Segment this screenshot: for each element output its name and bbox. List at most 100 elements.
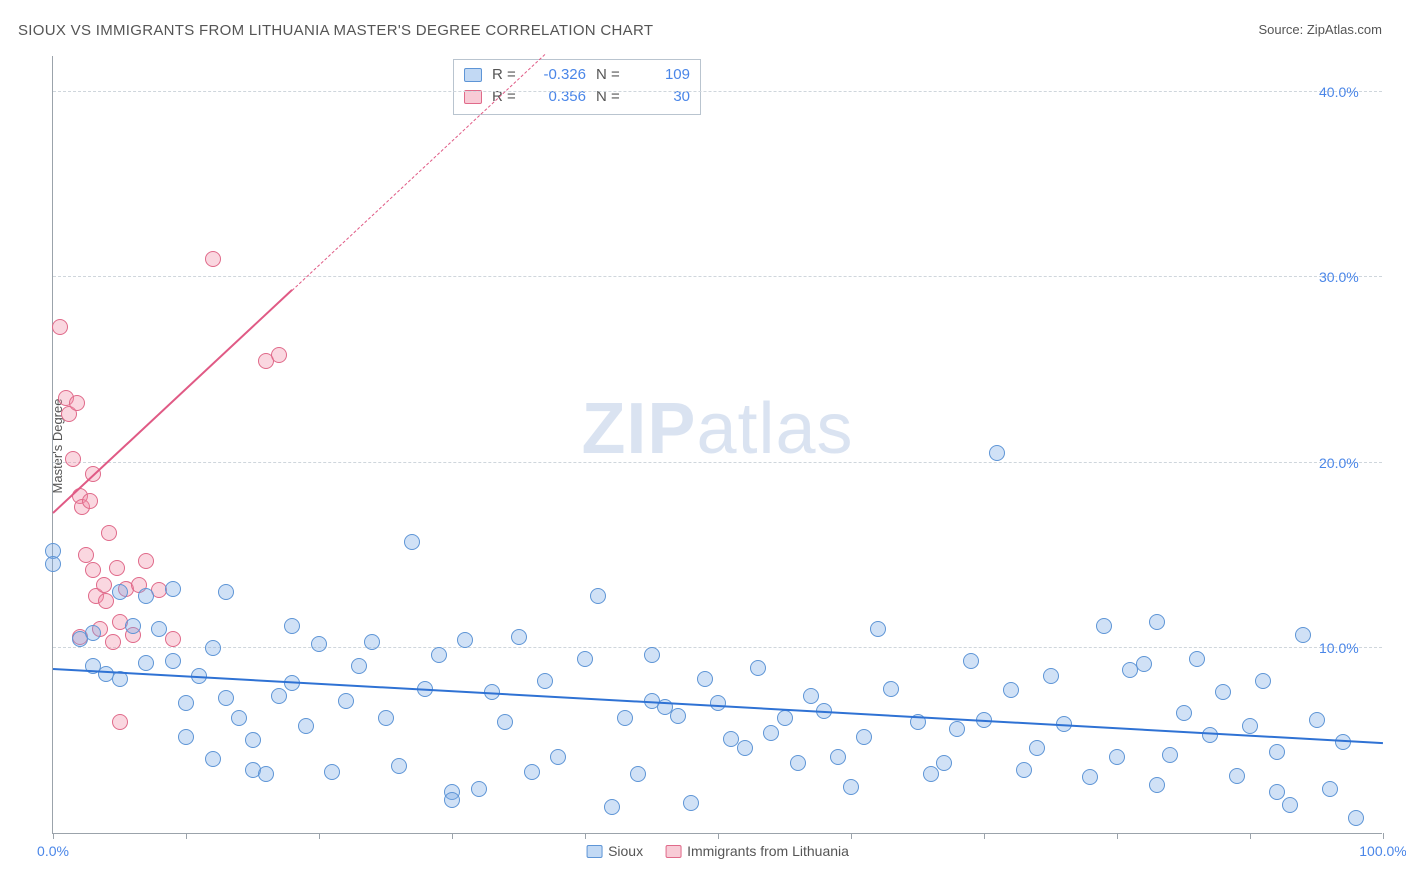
sioux-point (803, 688, 819, 704)
sioux-point (231, 710, 247, 726)
legend-swatch (586, 845, 602, 858)
x-tick (452, 833, 453, 839)
legend-r-label: R = (492, 64, 524, 86)
sioux-point (1295, 627, 1311, 643)
x-tick (1117, 833, 1118, 839)
trend-line (52, 289, 293, 514)
sioux-point (524, 764, 540, 780)
x-tick (984, 833, 985, 839)
sioux-point (178, 729, 194, 745)
y-tick-label: 30.0% (1319, 269, 1374, 285)
sioux-point (550, 749, 566, 765)
sioux-point (1269, 744, 1285, 760)
lithuania-point (271, 347, 287, 363)
lithuania-point (69, 395, 85, 411)
sioux-point (697, 671, 713, 687)
sioux-point (617, 710, 633, 726)
sioux-point (471, 781, 487, 797)
sioux-point (750, 660, 766, 676)
sioux-point (1189, 651, 1205, 667)
sioux-point (989, 445, 1005, 461)
sioux-point (1229, 768, 1245, 784)
y-tick-label: 20.0% (1319, 455, 1374, 471)
sioux-point (683, 795, 699, 811)
lithuania-point (78, 547, 94, 563)
sioux-point (763, 725, 779, 741)
sioux-point (178, 695, 194, 711)
sioux-point (1082, 769, 1098, 785)
sioux-point (1176, 705, 1192, 721)
sioux-point (511, 629, 527, 645)
lithuania-point (138, 553, 154, 569)
sioux-point (856, 729, 872, 745)
source-link[interactable]: ZipAtlas.com (1307, 22, 1382, 37)
sioux-point (258, 766, 274, 782)
sioux-point (112, 584, 128, 600)
chart-title: SIOUX VS IMMIGRANTS FROM LITHUANIA MASTE… (18, 22, 653, 39)
legend-swatch (665, 845, 681, 858)
legend-swatch (464, 90, 482, 104)
lithuania-point (82, 493, 98, 509)
correlation-legend: R =-0.326N =109R =0.356N =30 (453, 59, 701, 115)
sioux-point (298, 718, 314, 734)
sioux-point (457, 632, 473, 648)
sioux-point (45, 556, 61, 572)
sioux-point (1029, 740, 1045, 756)
sioux-point (1096, 618, 1112, 634)
sioux-point (205, 640, 221, 656)
x-tick (53, 833, 54, 839)
plot-area: ZIPatlas R =-0.326N =109R =0.356N =30 Si… (52, 56, 1382, 834)
x-tick (585, 833, 586, 839)
sioux-point (710, 695, 726, 711)
sioux-point (790, 755, 806, 771)
x-tick-label: 100.0% (1359, 843, 1406, 859)
sioux-point (271, 688, 287, 704)
sioux-point (1149, 777, 1165, 793)
sioux-point (218, 584, 234, 600)
legend-swatch (464, 68, 482, 82)
gridline (53, 276, 1382, 277)
sioux-point (324, 764, 340, 780)
sioux-point (444, 792, 460, 808)
x-tick (851, 833, 852, 839)
sioux-point (311, 636, 327, 652)
legend-n-value: 109 (638, 64, 690, 86)
legend-n-label: N = (596, 86, 628, 108)
chart-container: SIOUX VS IMMIGRANTS FROM LITHUANIA MASTE… (0, 0, 1406, 892)
legend-n-label: N = (596, 64, 628, 86)
gridline (53, 462, 1382, 463)
legend-r-value: 0.356 (534, 86, 586, 108)
sioux-point (497, 714, 513, 730)
watermark-bold: ZIP (581, 389, 696, 469)
sioux-point (670, 708, 686, 724)
lithuania-point (165, 631, 181, 647)
sioux-point (870, 621, 886, 637)
sioux-point (151, 621, 167, 637)
sioux-point (245, 732, 261, 748)
series-legend-item: Immigrants from Lithuania (665, 843, 849, 859)
sioux-point (391, 758, 407, 774)
legend-r-value: -0.326 (534, 64, 586, 86)
x-tick (1250, 833, 1251, 839)
sioux-point (537, 673, 553, 689)
sioux-point (644, 647, 660, 663)
lithuania-point (205, 251, 221, 267)
x-tick (319, 833, 320, 839)
sioux-point (1322, 781, 1338, 797)
sioux-point (1003, 682, 1019, 698)
sioux-point (630, 766, 646, 782)
lithuania-point (65, 451, 81, 467)
sioux-point (218, 690, 234, 706)
trend-line (292, 54, 546, 291)
sioux-point (431, 647, 447, 663)
sioux-point (1136, 656, 1152, 672)
sioux-point (949, 721, 965, 737)
sioux-point (1269, 784, 1285, 800)
legend-n-value: 30 (638, 86, 690, 108)
x-tick (718, 833, 719, 839)
sioux-point (1255, 673, 1271, 689)
x-tick (1383, 833, 1384, 839)
gridline (53, 91, 1382, 92)
lithuania-point (52, 319, 68, 335)
lithuania-point (96, 577, 112, 593)
